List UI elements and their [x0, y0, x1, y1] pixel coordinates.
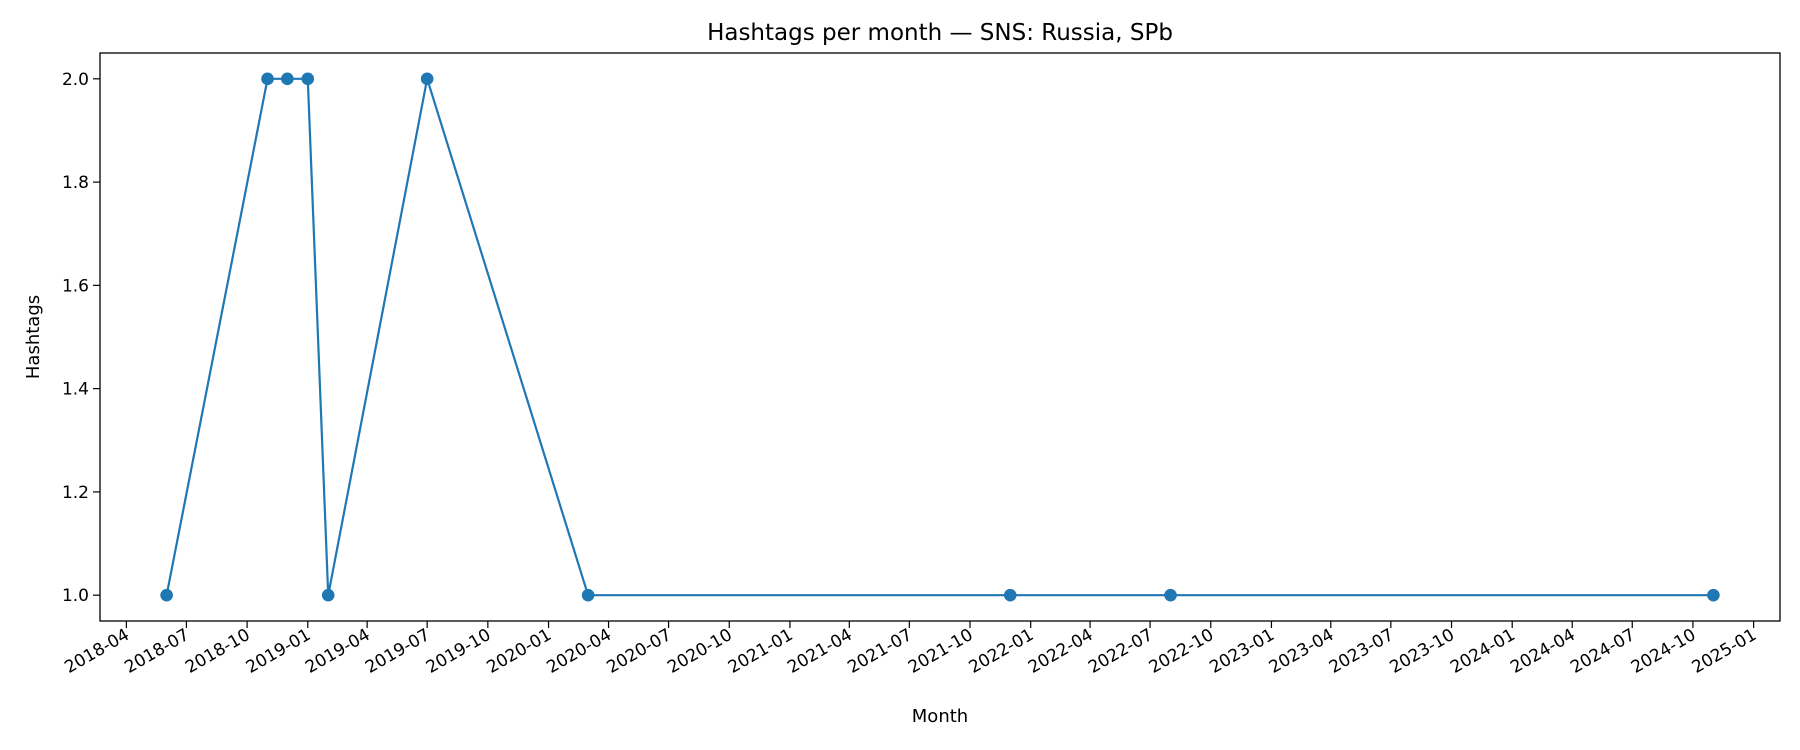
y-axis-label: Hashtags [23, 295, 44, 379]
chart-title: Hashtags per month — SNS: Russia, SPb [707, 20, 1173, 46]
data-point [321, 588, 335, 602]
data-point [281, 72, 294, 86]
data-point [261, 72, 274, 86]
plot-area [160, 72, 1720, 602]
x-axis-label: Month [912, 706, 968, 727]
data-point [581, 588, 595, 602]
series-line [165, 77, 1714, 597]
data-point [420, 72, 434, 86]
y-axis: 1.0 1.2 1.4 1.6 1.8 2.0 [62, 70, 100, 606]
data-point [1164, 588, 1177, 602]
y-tick-label: 1.0 [62, 586, 89, 606]
data-point [1003, 588, 1017, 602]
y-tick-label: 1.8 [62, 173, 89, 193]
y-tick-label: 1.6 [62, 276, 89, 296]
y-tick-label: 1.4 [62, 380, 89, 400]
plot-frame [99, 52, 1781, 622]
data-point [1707, 588, 1720, 602]
data-point [160, 588, 173, 602]
data-point [301, 72, 315, 86]
y-tick-label: 2.0 [62, 70, 89, 90]
y-tick-label: 1.2 [62, 483, 89, 503]
